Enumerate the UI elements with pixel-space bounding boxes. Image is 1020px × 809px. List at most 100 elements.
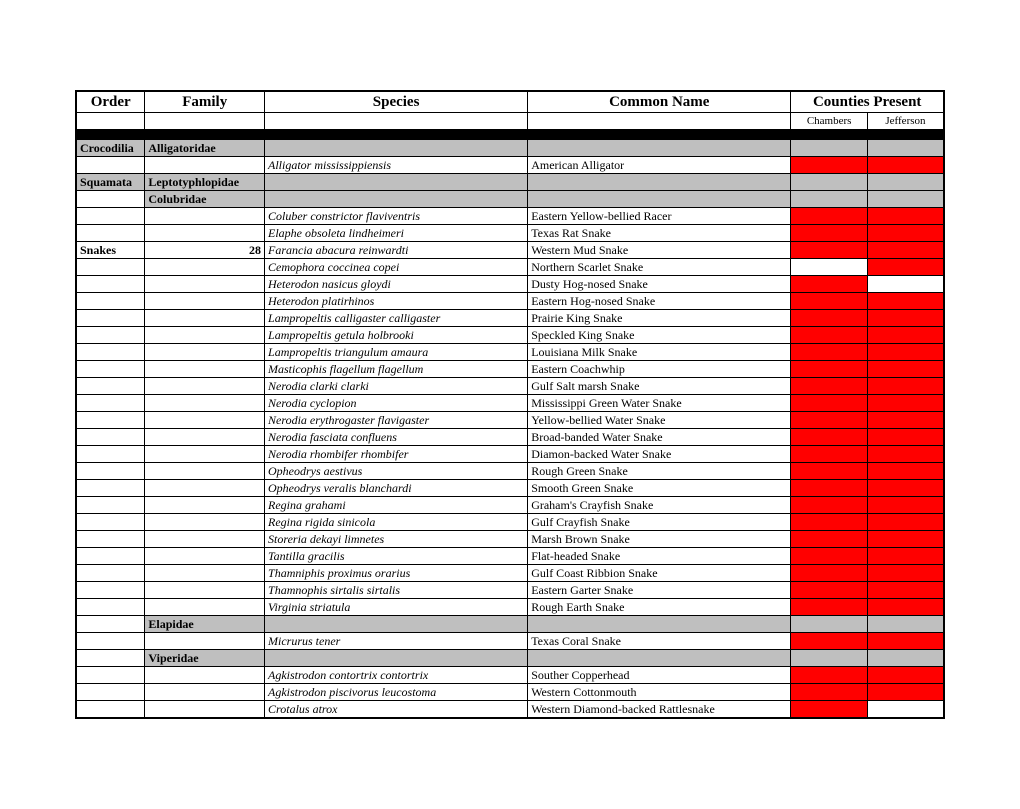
cell-family bbox=[145, 463, 265, 480]
cell-family bbox=[145, 684, 265, 701]
cell-species: Elaphe obsoleta lindheimeri bbox=[265, 225, 528, 242]
table-row: Masticophis flagellum flagellumEastern C… bbox=[76, 361, 944, 378]
cell-common: Dusty Hog-nosed Snake bbox=[528, 276, 791, 293]
cell-common: Eastern Coachwhip bbox=[528, 361, 791, 378]
cell-family bbox=[145, 582, 265, 599]
cell-family bbox=[145, 310, 265, 327]
table-row: Storeria dekayi limnetesMarsh Brown Snak… bbox=[76, 531, 944, 548]
cell-order bbox=[76, 463, 145, 480]
cell-county-chambers bbox=[791, 378, 868, 395]
table-row: Micrurus tenerTexas Coral Snake bbox=[76, 633, 944, 650]
table-row: Opheodrys aestivusRough Green Snake bbox=[76, 463, 944, 480]
cell-common bbox=[528, 191, 791, 208]
cell-order bbox=[76, 684, 145, 701]
cell-species: Lampropeltis triangulum amaura bbox=[265, 344, 528, 361]
cell-order bbox=[76, 599, 145, 616]
col-common: Common Name bbox=[528, 91, 791, 113]
cell-common: Smooth Green Snake bbox=[528, 480, 791, 497]
cell-family bbox=[145, 633, 265, 650]
cell-species: Nerodia fasciata confluens bbox=[265, 429, 528, 446]
cell-county-chambers bbox=[791, 225, 868, 242]
cell-county-jefferson bbox=[867, 344, 944, 361]
cell-species: Thamniphis proximus orarius bbox=[265, 565, 528, 582]
cell-species: Opheodrys aestivus bbox=[265, 463, 528, 480]
cell-county-jefferson bbox=[867, 293, 944, 310]
cell-common: Texas Coral Snake bbox=[528, 633, 791, 650]
table-row: Lampropeltis triangulum amauraLouisiana … bbox=[76, 344, 944, 361]
cell-county-jefferson bbox=[867, 225, 944, 242]
cell-order bbox=[76, 310, 145, 327]
cell-order: Squamata bbox=[76, 174, 145, 191]
cell-common: Gulf Crayfish Snake bbox=[528, 514, 791, 531]
cell-family bbox=[145, 225, 265, 242]
cell-family bbox=[145, 208, 265, 225]
cell-county-chambers bbox=[791, 259, 868, 276]
table-row: Cemophora coccinea copeiNorthern Scarlet… bbox=[76, 259, 944, 276]
cell-order bbox=[76, 650, 145, 667]
cell-family bbox=[145, 344, 265, 361]
table-row: Thamnophis sirtalis sirtalisEastern Gart… bbox=[76, 582, 944, 599]
cell-order bbox=[76, 344, 145, 361]
table-row: Coluber constrictor flaviventrisEastern … bbox=[76, 208, 944, 225]
cell-common: Eastern Garter Snake bbox=[528, 582, 791, 599]
cell-county-jefferson bbox=[867, 191, 944, 208]
cell-common: Flat-headed Snake bbox=[528, 548, 791, 565]
cell-order bbox=[76, 667, 145, 684]
cell-family bbox=[145, 157, 265, 174]
cell-county-chambers bbox=[791, 412, 868, 429]
cell-species bbox=[265, 191, 528, 208]
cell-county-chambers bbox=[791, 684, 868, 701]
cell-county-chambers bbox=[791, 310, 868, 327]
cell-county-jefferson bbox=[867, 599, 944, 616]
table-row: Alligator mississippiensisAmerican Allig… bbox=[76, 157, 944, 174]
cell-species: Agkistrodon piscivorus leucostoma bbox=[265, 684, 528, 701]
cell-species: Tantilla gracilis bbox=[265, 548, 528, 565]
cell-family bbox=[145, 361, 265, 378]
table-body: CrocodiliaAlligatoridaeAlligator mississ… bbox=[76, 140, 944, 719]
cell-common: Western Mud Snake bbox=[528, 242, 791, 259]
cell-order bbox=[76, 531, 145, 548]
table-row: Heterodon nasicus gloydiDusty Hog-nosed … bbox=[76, 276, 944, 293]
cell-order bbox=[76, 378, 145, 395]
table-row: Nerodia fasciata confluensBroad-banded W… bbox=[76, 429, 944, 446]
table-row: Opheodrys veralis blanchardiSmooth Green… bbox=[76, 480, 944, 497]
cell-species: Agkistrodon contortrix contortrix bbox=[265, 667, 528, 684]
col-family: Family bbox=[145, 91, 265, 113]
county-jefferson: Jefferson bbox=[867, 113, 944, 130]
table-row: Tantilla gracilisFlat-headed Snake bbox=[76, 548, 944, 565]
cell-county-jefferson bbox=[867, 701, 944, 719]
cell-county-chambers bbox=[791, 497, 868, 514]
cell-order bbox=[76, 259, 145, 276]
cell-species: Nerodia erythrogaster flavigaster bbox=[265, 412, 528, 429]
cell-family bbox=[145, 548, 265, 565]
cell-county-chambers bbox=[791, 548, 868, 565]
cell-common bbox=[528, 616, 791, 633]
cell-county-jefferson bbox=[867, 514, 944, 531]
cell-county-jefferson bbox=[867, 667, 944, 684]
cell-county-chambers bbox=[791, 429, 868, 446]
cell-order: Snakes bbox=[76, 242, 145, 259]
cell-common: Souther Copperhead bbox=[528, 667, 791, 684]
cell-common: Gulf Salt marsh Snake bbox=[528, 378, 791, 395]
cell-order bbox=[76, 157, 145, 174]
table-row: Virginia striatulaRough Earth Snake bbox=[76, 599, 944, 616]
cell-county-jefferson bbox=[867, 378, 944, 395]
divider-row bbox=[76, 130, 944, 140]
cell-order bbox=[76, 361, 145, 378]
col-order: Order bbox=[76, 91, 145, 113]
table-row: Lampropeltis getula holbrookiSpeckled Ki… bbox=[76, 327, 944, 344]
cell-order bbox=[76, 565, 145, 582]
cell-species: Heterodon platirhinos bbox=[265, 293, 528, 310]
cell-county-chambers bbox=[791, 361, 868, 378]
col-counties: Counties Present bbox=[791, 91, 944, 113]
cell-county-jefferson bbox=[867, 531, 944, 548]
cell-order bbox=[76, 701, 145, 719]
cell-county-jefferson bbox=[867, 412, 944, 429]
table-row: Agkistrodon contortrix contortrixSouther… bbox=[76, 667, 944, 684]
cell-species: Virginia striatula bbox=[265, 599, 528, 616]
cell-family bbox=[145, 378, 265, 395]
cell-order bbox=[76, 548, 145, 565]
cell-county-chambers bbox=[791, 191, 868, 208]
cell-species: Coluber constrictor flaviventris bbox=[265, 208, 528, 225]
cell-county-jefferson bbox=[867, 310, 944, 327]
